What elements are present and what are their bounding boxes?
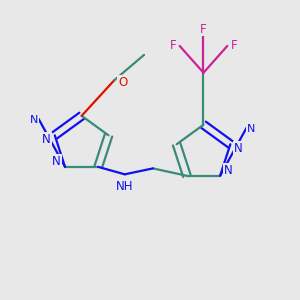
Text: F: F — [170, 40, 176, 52]
Text: N: N — [52, 155, 61, 168]
Text: NH: NH — [116, 180, 134, 193]
Text: N: N — [42, 133, 51, 146]
Text: N: N — [30, 115, 38, 125]
Text: N: N — [247, 124, 255, 134]
Text: N: N — [234, 142, 243, 155]
Text: F: F — [200, 22, 207, 35]
Text: O: O — [118, 76, 127, 89]
Text: N: N — [224, 164, 233, 177]
Text: F: F — [230, 40, 237, 52]
